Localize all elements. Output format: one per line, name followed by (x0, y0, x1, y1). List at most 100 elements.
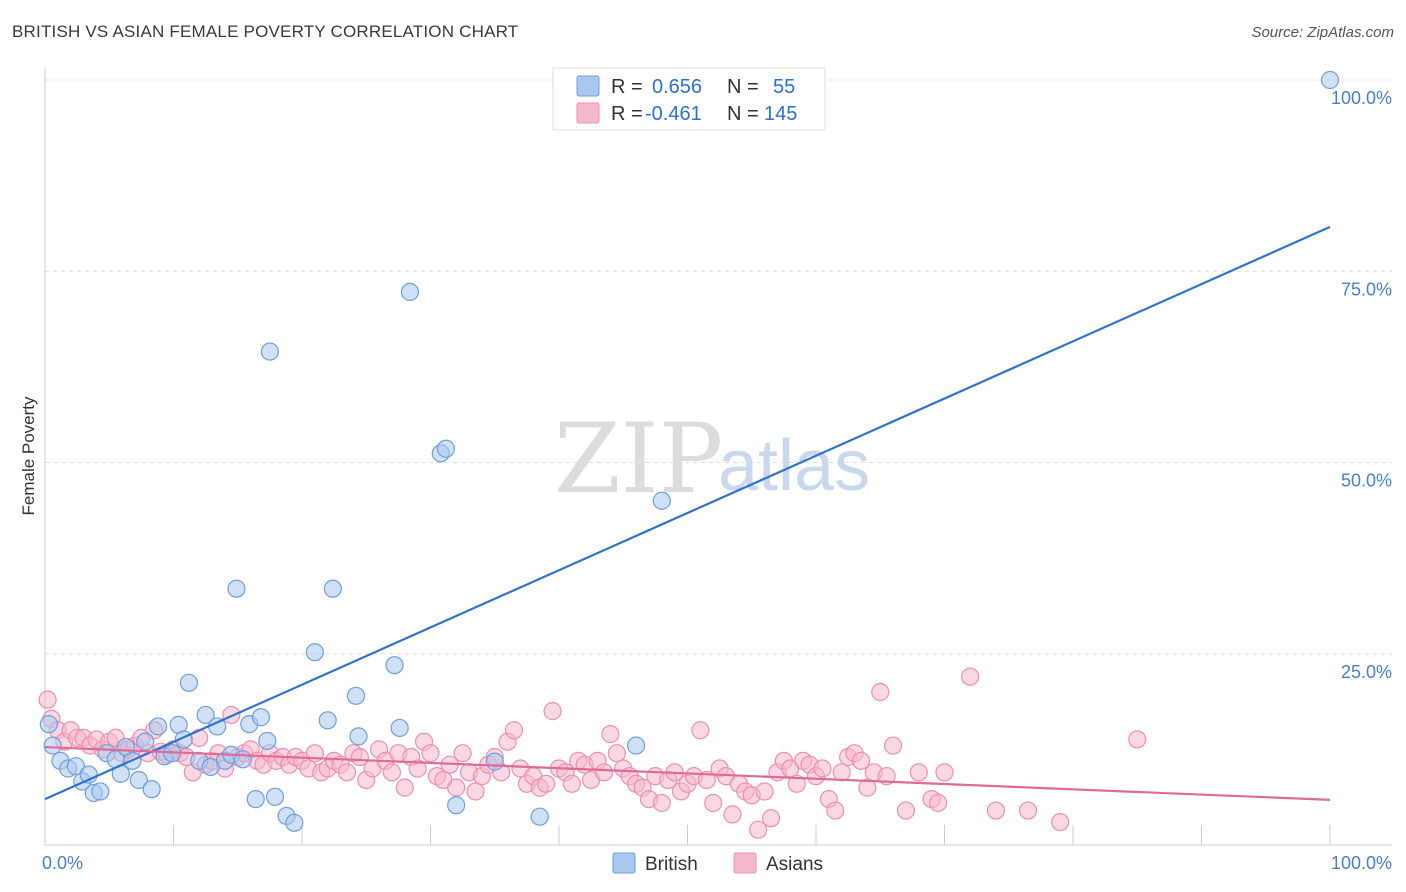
asian-point-112 (755, 782, 774, 801)
grid-lines (45, 79, 1392, 655)
british-point-34 (258, 731, 277, 751)
asian-point-133 (896, 801, 916, 820)
british-point-16 (142, 780, 161, 799)
british-point-40 (318, 711, 337, 730)
bottom-legend-asian-swatch (733, 852, 757, 874)
bottom-legend-british-swatch (612, 852, 636, 874)
british-point-46 (400, 282, 420, 302)
british-point-45 (390, 718, 409, 738)
correlation-legend: R = 0.656 N = 55 R = -0.461 N = 145 (552, 67, 826, 131)
legend-asian-swatch (576, 102, 600, 124)
asian-point-123 (826, 801, 845, 820)
asian-point-0 (38, 690, 57, 709)
british-point-24 (196, 705, 215, 725)
asian-point-89 (607, 744, 626, 763)
asian-point-58 (408, 759, 427, 778)
bottom-legend-asian-label: Asians (766, 854, 823, 875)
asian-point-65 (453, 744, 472, 763)
asian-trend-line (44, 745, 1331, 801)
asian-point-142 (1128, 730, 1147, 749)
legend-british-n-label: N = (727, 76, 759, 98)
asian-point-140 (1018, 801, 1038, 820)
asian-point-124 (832, 763, 851, 782)
trend-lines (44, 225, 1331, 801)
legend-british-swatch (576, 75, 600, 97)
asian-point-113 (761, 809, 781, 828)
asian-point-141 (1051, 812, 1070, 832)
british-point-4 (66, 757, 85, 776)
axes (44, 68, 1392, 846)
legend-asian-n-value: 145 (764, 103, 797, 125)
y-tick-label-1: 75.0% (1341, 279, 1392, 299)
asian-point-107 (723, 805, 742, 824)
british-point-33 (251, 708, 270, 727)
y-tick-label-2: 50.0% (1341, 471, 1392, 491)
asian-point-56 (395, 778, 414, 797)
asian-point-121 (813, 759, 832, 778)
british-point-29 (227, 579, 246, 598)
x-tick-label-0: 0.0% (42, 853, 83, 873)
british-point-41 (323, 579, 342, 598)
asian-point-82 (562, 774, 581, 793)
asian-point-128 (858, 778, 877, 797)
asian-point-138 (961, 667, 980, 686)
british-point-53 (652, 491, 671, 510)
british-point-1 (43, 736, 62, 755)
british-point-35 (260, 342, 279, 361)
asian-point-137 (935, 763, 954, 782)
british-point-15 (136, 732, 155, 751)
british-trend-line (44, 225, 1331, 801)
asian-point-73 (504, 721, 524, 740)
asian-point-64 (447, 778, 466, 797)
legend-british-r-label: R = (611, 76, 643, 98)
british-point-36 (265, 787, 285, 806)
asian-point-103 (697, 770, 716, 790)
british-point-43 (349, 727, 368, 746)
asian-point-54 (382, 763, 402, 782)
british-point-42 (346, 686, 366, 705)
british-point-17 (148, 717, 168, 736)
british-point-0 (39, 715, 58, 734)
watermark: ZIP atlas (554, 403, 870, 515)
y-axis-label: Female Poverty (19, 396, 38, 516)
british-point-22 (179, 673, 199, 692)
legend-asian-r-label: R = (611, 103, 643, 125)
legend-british-r-value: 0.656 (652, 76, 702, 98)
asian-point-47 (337, 763, 357, 782)
asian-point-67 (466, 782, 485, 801)
y-tick-label-0: 100.0% (1331, 88, 1392, 108)
british-point-14 (129, 770, 148, 790)
legend-asian-n-label: N = (727, 103, 759, 125)
asian-point-111 (749, 820, 768, 839)
y-tick-labels: 100.0% 75.0% 50.0% 25.0% (1331, 88, 1392, 682)
asian-point-127 (851, 751, 871, 770)
asian-point-79 (543, 702, 562, 721)
british-point-52 (626, 736, 646, 755)
british-point-32 (246, 789, 265, 809)
british-point-50 (485, 752, 504, 771)
y-tick-label-3: 25.0% (1341, 662, 1392, 682)
british-point-49 (447, 796, 466, 815)
asian-point-60 (421, 744, 440, 763)
asian-point-102 (691, 721, 710, 740)
asian-point-87 (594, 763, 614, 782)
asian-point-88 (601, 724, 620, 744)
bottom-legend-british-label: British (645, 854, 698, 875)
asian-point-117 (787, 774, 806, 793)
british-point-44 (385, 656, 404, 675)
asian-point-134 (909, 763, 928, 782)
british-point-38 (285, 813, 304, 832)
source-label: Source: ZipAtlas.com (1251, 24, 1394, 41)
asian-point-132 (883, 736, 903, 755)
series-legend: British Asians (612, 852, 823, 875)
legend-british-n-value: 55 (773, 76, 795, 98)
legend-asian-r-value: -0.461 (645, 103, 702, 125)
british-point-54 (1320, 70, 1340, 90)
british-point-8 (91, 782, 110, 801)
british-point-30 (233, 750, 252, 769)
british-point-51 (530, 807, 549, 826)
x-tick-labels: 0.0% 100.0% (42, 853, 1392, 873)
asian-point-104 (704, 793, 723, 813)
asian-point-96 (652, 793, 671, 813)
